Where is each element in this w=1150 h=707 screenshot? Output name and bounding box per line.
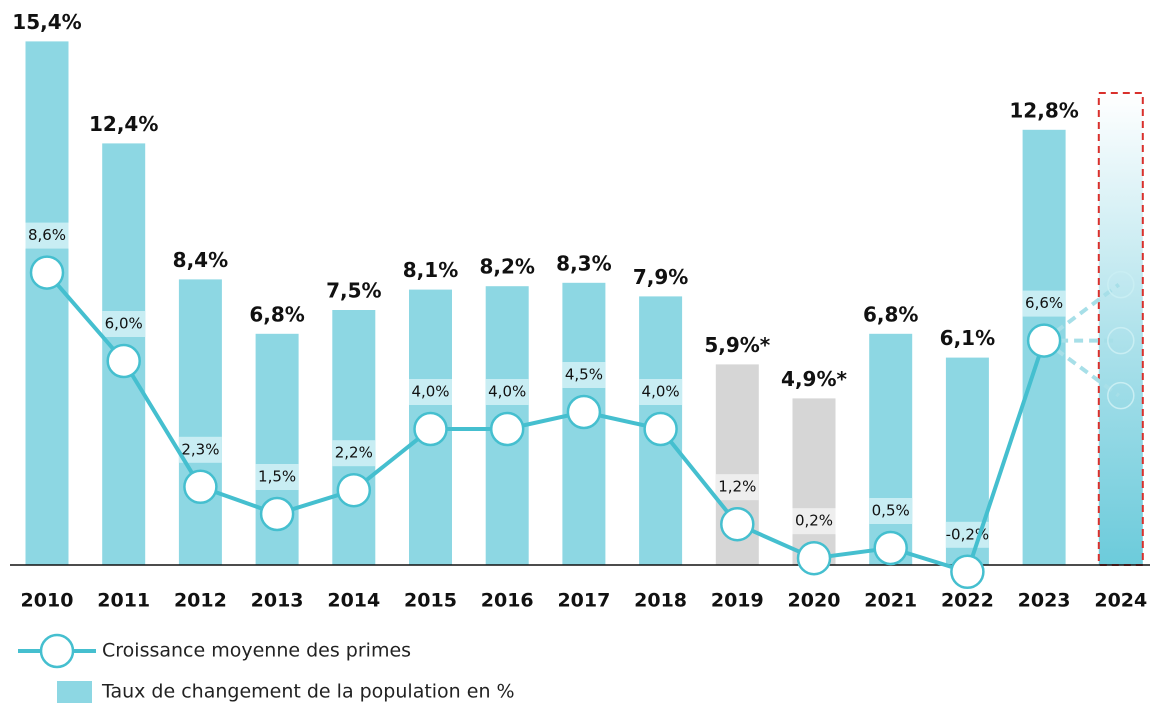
- bar-label: 6,8%: [249, 302, 304, 326]
- x-tick-label: 2017: [557, 590, 610, 612]
- x-tick-label: 2022: [941, 590, 994, 612]
- legend-label: Taux de changement de la population en %: [101, 681, 515, 703]
- line-marker: [1026, 323, 1062, 358]
- bar: [332, 310, 376, 565]
- line-label: 8,6%: [28, 226, 66, 244]
- line-marker: [566, 394, 602, 430]
- legend-swatch: [57, 681, 92, 703]
- x-tick-label: 2014: [327, 590, 380, 612]
- line-label: 1,2%: [718, 478, 756, 496]
- projection-marker: [1107, 326, 1135, 355]
- bar-label: 8,4%: [173, 248, 228, 272]
- label-band: [485, 379, 529, 405]
- x-tick-label: 2020: [788, 590, 841, 612]
- bar-label: 7,9%: [633, 265, 688, 289]
- label-band: [562, 362, 606, 388]
- bar: [792, 398, 836, 565]
- line-label: 4,0%: [642, 383, 680, 401]
- x-tick-label: 2010: [21, 590, 74, 612]
- line-marker: [873, 530, 908, 566]
- x-tick-label: 2015: [404, 590, 457, 612]
- x-tick-label: 2016: [481, 590, 534, 612]
- projection-box: [1097, 92, 1144, 566]
- line-label: 2,2%: [335, 444, 373, 462]
- line-label: 1,5%: [258, 468, 296, 486]
- x-tick-label: 2011: [97, 590, 150, 612]
- legend-marker: [39, 633, 75, 669]
- line-marker: [950, 554, 985, 590]
- x-tick-label: 2021: [864, 590, 917, 612]
- line-label: 4,0%: [488, 383, 526, 401]
- bar-label: 8,1%: [403, 258, 458, 282]
- line-marker: [720, 506, 755, 542]
- line-label: 0,2%: [795, 512, 833, 530]
- line-marker: [106, 343, 141, 379]
- label-band: [639, 379, 683, 405]
- legend-label: Croissance moyenne des primes: [102, 640, 411, 662]
- line-marker: [796, 540, 832, 576]
- label-band: [255, 464, 299, 490]
- label-band: [869, 498, 913, 524]
- line-marker: [413, 411, 448, 447]
- x-tick-label: 2013: [251, 590, 304, 612]
- line-marker: [489, 411, 525, 447]
- bar: [869, 333, 913, 565]
- projection-marker: [1107, 270, 1135, 299]
- line-marker: [183, 469, 218, 505]
- line-label: 6,6%: [1025, 294, 1063, 312]
- bar-label: 15,4%: [12, 10, 81, 34]
- line-marker: [643, 411, 678, 447]
- label-band: [332, 440, 376, 467]
- line-label: 4,0%: [411, 383, 449, 401]
- bar-label: 8,3%: [556, 251, 611, 275]
- x-tick-label: 2018: [634, 590, 687, 612]
- bar: [178, 279, 222, 565]
- label-band: [102, 311, 146, 337]
- label-band: [792, 508, 836, 535]
- line-marker: [29, 255, 65, 290]
- projection-marker: [1107, 381, 1135, 410]
- bar-label: 8,2%: [479, 255, 534, 279]
- x-tick-label: 2012: [174, 590, 227, 612]
- x-tick-label: 2019: [711, 590, 764, 612]
- x-tick-label: 2024: [1094, 590, 1147, 612]
- label-band: [25, 222, 69, 249]
- bar-label: 6,1%: [940, 326, 995, 350]
- label-band: [1022, 290, 1066, 317]
- label-band: [409, 379, 452, 405]
- line-label: 2,3%: [181, 440, 219, 458]
- line-marker: [259, 496, 295, 532]
- bar-label: 12,8%: [1009, 98, 1078, 122]
- bar-label: 12,4%: [89, 112, 158, 136]
- label-band: [178, 436, 222, 463]
- bar-label: 4,9%*: [781, 367, 847, 391]
- bar-label: 5,9%*: [704, 333, 770, 357]
- x-tick-label: 2023: [1018, 590, 1071, 612]
- line-label: 6,0%: [105, 315, 143, 333]
- label-band: [715, 474, 759, 501]
- line-marker: [336, 472, 372, 508]
- bar-label: 7,5%: [326, 279, 381, 303]
- line-label: 4,5%: [565, 366, 603, 384]
- bar-label: 6,8%: [863, 302, 918, 326]
- bar: [25, 41, 69, 565]
- line-label: 0,5%: [872, 502, 910, 520]
